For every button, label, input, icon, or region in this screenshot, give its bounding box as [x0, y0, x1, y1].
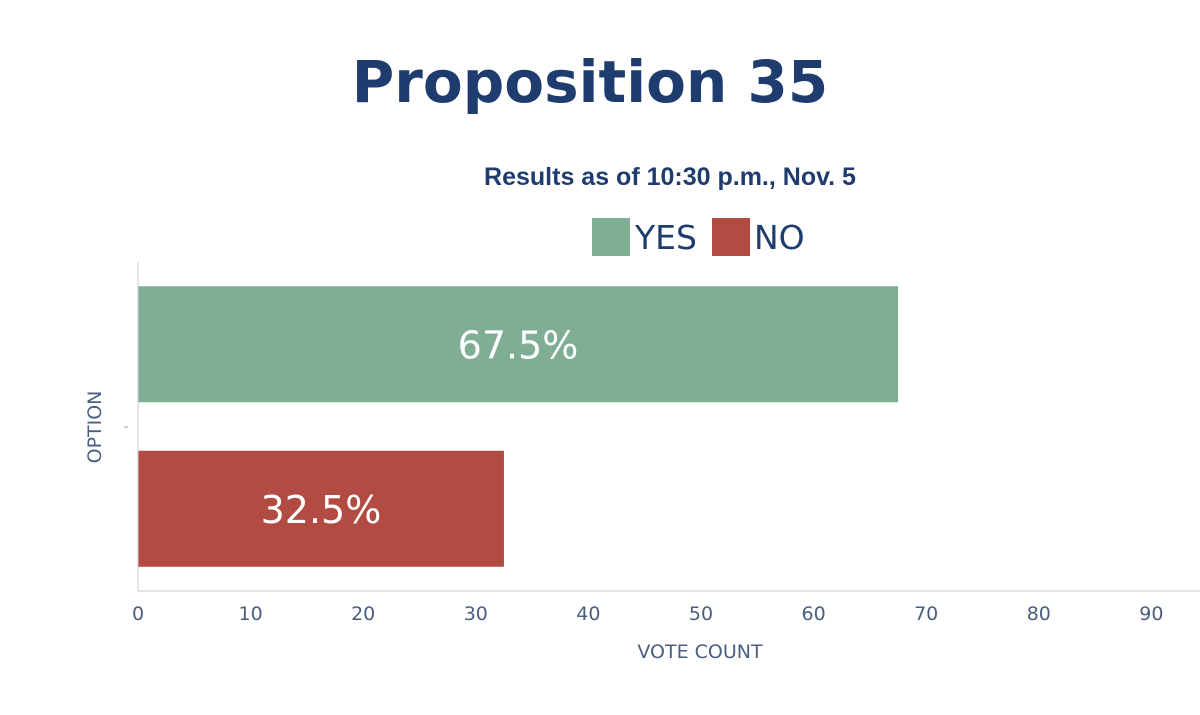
bar-label-no: 32.5%	[261, 488, 382, 532]
x-tick-label: 30	[464, 603, 488, 625]
legend-swatch-no	[712, 218, 750, 256]
legend-label-yes: YES	[634, 218, 697, 257]
legend: YES NO	[592, 218, 805, 257]
x-tick-label: 80	[1027, 603, 1051, 625]
bars: 67.5% 32.5%	[138, 286, 899, 567]
bar-yes	[138, 286, 899, 403]
legend-swatch-yes	[592, 218, 630, 256]
chart-subtitle: Results as of 10:30 p.m., Nov. 5	[484, 163, 856, 191]
bar-label-yes: 67.5%	[458, 323, 579, 367]
legend-label-no: NO	[754, 218, 805, 257]
x-tick-label: 20	[351, 603, 375, 625]
x-tick-label: 60	[802, 603, 826, 625]
x-tick-label: 0	[132, 603, 144, 625]
x-tick-label: 50	[689, 603, 713, 625]
x-tick-label: 40	[576, 603, 600, 625]
axes: 0 10 20 30 40 50 60 70 80 90 VOTE COUNT OPTION	[84, 262, 1200, 663]
y-axis-label: OPTION	[84, 391, 106, 464]
x-tick-label: 90	[1139, 603, 1163, 625]
bar-no	[138, 450, 504, 567]
x-axis-label: VOTE COUNT	[637, 641, 763, 663]
x-tick-label: 10	[239, 603, 263, 625]
x-tick-label: 70	[914, 603, 938, 625]
chart-title: Proposition 35	[351, 48, 829, 116]
